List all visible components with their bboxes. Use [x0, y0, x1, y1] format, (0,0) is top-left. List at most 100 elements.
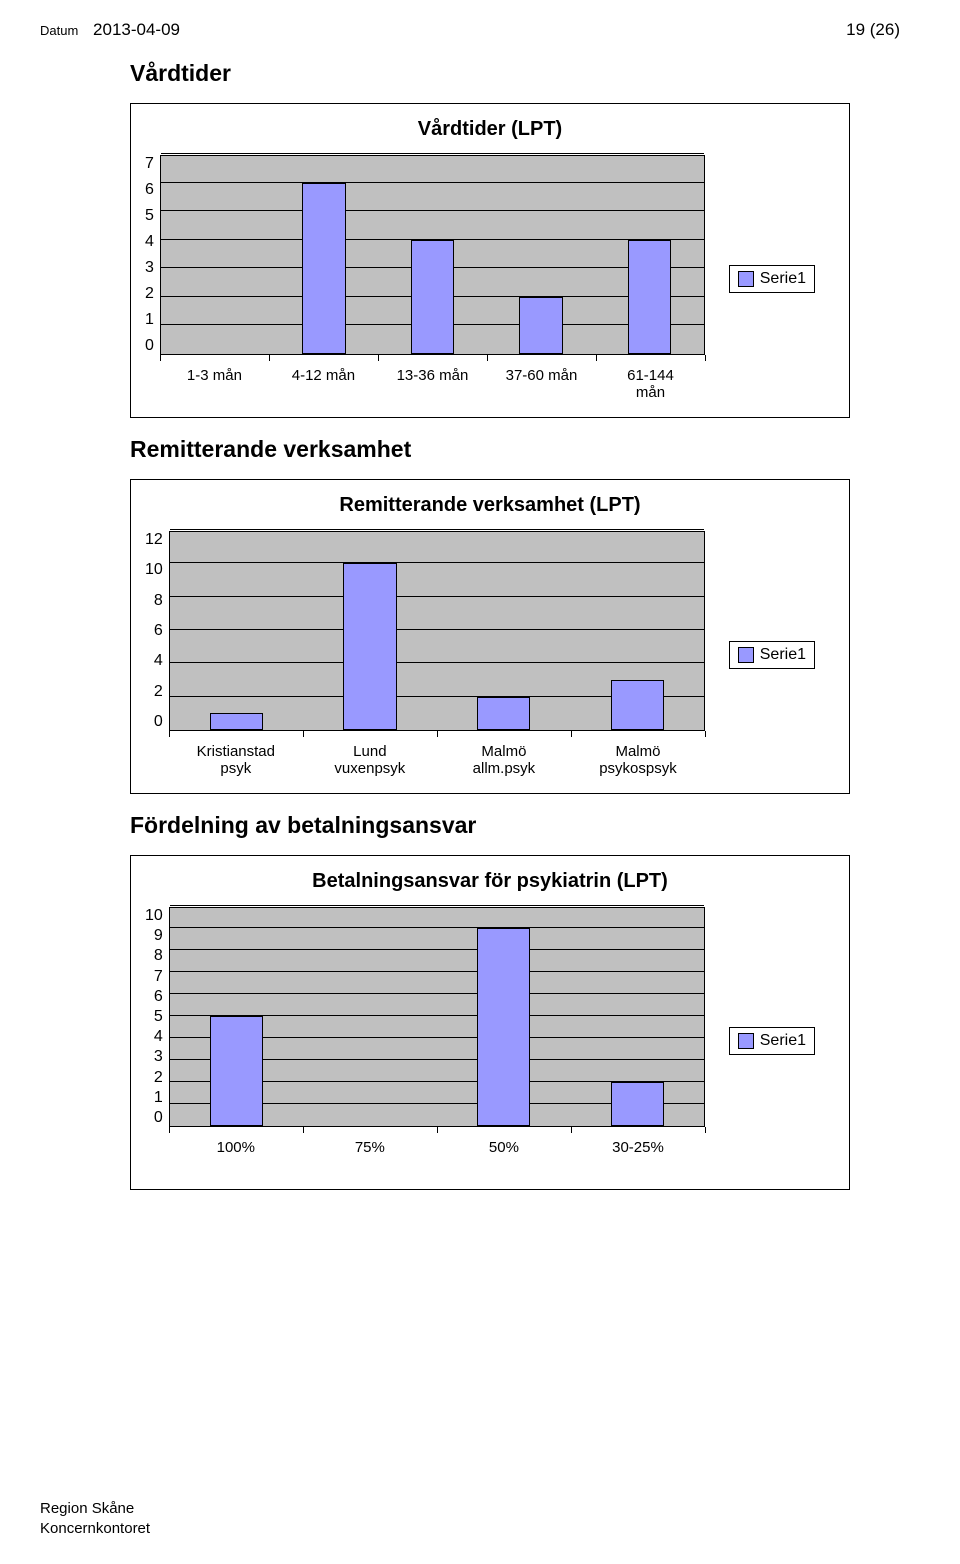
- x-ticks: [169, 1127, 705, 1135]
- x-tick: [378, 355, 379, 361]
- plot-area: [169, 531, 705, 731]
- y-tick-label: 4: [145, 652, 163, 670]
- grid-line: [170, 562, 704, 563]
- x-label: Malmö allm.psyk: [473, 743, 536, 778]
- y-tick-label: 10: [145, 561, 163, 579]
- y-tick-label: 3: [145, 259, 154, 277]
- y-tick-label: 0: [145, 713, 163, 731]
- x-label: Kristianstad psyk: [197, 743, 275, 778]
- y-tick-label: 8: [145, 947, 163, 965]
- legend-label: Serie1: [760, 1032, 806, 1050]
- y-axis: 121086420: [145, 531, 169, 731]
- x-labels: Kristianstad psykLund vuxenpsykMalmö all…: [169, 739, 705, 779]
- x-tick: [160, 355, 161, 361]
- grid-line: [170, 662, 704, 663]
- x-label: Malmö psykospsyk: [599, 743, 677, 778]
- page-header: Datum 2013-04-09 19 (26): [40, 20, 900, 40]
- x-ticks: [169, 731, 705, 739]
- section-title-fordelning: Fördelning av betalningsansvar: [130, 812, 900, 839]
- y-tick-label: 0: [145, 337, 154, 355]
- x-ticks: [160, 355, 705, 363]
- y-tick-label: 6: [145, 181, 154, 199]
- x-label: 4-12 mån: [292, 367, 355, 384]
- grid-line: [161, 153, 704, 154]
- y-tick-label: 2: [145, 1069, 163, 1087]
- bar: [343, 563, 396, 730]
- bar: [411, 240, 454, 354]
- x-tick: [437, 1127, 438, 1133]
- y-tick-label: 1: [145, 1089, 163, 1107]
- legend-label: Serie1: [760, 646, 806, 664]
- y-tick-label: 8: [145, 592, 163, 610]
- bar: [210, 713, 263, 730]
- y-tick-label: 2: [145, 285, 154, 303]
- y-tick-label: 1: [145, 311, 154, 329]
- footer-line-1: Region Skåne: [40, 1499, 150, 1519]
- y-tick-label: 12: [145, 531, 163, 549]
- legend: Serie1: [729, 265, 815, 293]
- plot-area: [169, 907, 705, 1127]
- x-label: 100%: [217, 1139, 255, 1156]
- grid-line: [170, 905, 704, 906]
- y-tick-label: 3: [145, 1048, 163, 1066]
- x-label: 13-36 mån: [397, 367, 469, 384]
- x-tick: [269, 355, 270, 361]
- grid-line: [161, 182, 704, 183]
- x-tick: [437, 731, 438, 737]
- footer: Region Skåne Koncernkontoret: [40, 1499, 150, 1538]
- bar: [611, 680, 664, 730]
- page-number: 19 (26): [846, 20, 900, 40]
- y-tick-label: 5: [145, 1008, 163, 1026]
- y-tick-label: 7: [145, 968, 163, 986]
- datum: Datum 2013-04-09: [40, 20, 180, 40]
- footer-line-2: Koncernkontoret: [40, 1519, 150, 1539]
- x-label: 30-25%: [612, 1139, 664, 1156]
- grid-line: [170, 629, 704, 630]
- x-label: 37-60 mån: [506, 367, 578, 384]
- chart-remitterande: Remitterande verksamhet (LPT) 121086420 …: [130, 479, 850, 794]
- legend: Serie1: [729, 1027, 815, 1055]
- x-label: 1-3 mån: [187, 367, 242, 384]
- y-tick-label: 6: [145, 622, 163, 640]
- legend-label: Serie1: [760, 270, 806, 288]
- grid-line: [170, 596, 704, 597]
- bar: [210, 1016, 263, 1126]
- x-tick: [705, 731, 706, 737]
- y-tick-label: 7: [145, 155, 154, 173]
- bar: [519, 297, 562, 354]
- section-title-remitterande: Remitterande verksamhet: [130, 436, 900, 463]
- y-tick-label: 0: [145, 1109, 163, 1127]
- bar: [611, 1082, 664, 1126]
- chart-title: Vårdtider (LPT): [145, 118, 835, 141]
- y-tick-label: 4: [145, 233, 154, 251]
- chart-title: Remitterande verksamhet (LPT): [145, 494, 835, 517]
- chart-betalningsansvar: Betalningsansvar för psykiatrin (LPT) 10…: [130, 855, 850, 1190]
- legend-swatch: [738, 271, 754, 287]
- bar: [628, 240, 671, 354]
- grid-line: [161, 210, 704, 211]
- datum-value: 2013-04-09: [93, 20, 180, 39]
- x-tick: [169, 731, 170, 737]
- x-labels: 100%75%50%30-25%: [169, 1135, 705, 1175]
- grid-line: [170, 927, 704, 928]
- chart-title: Betalningsansvar för psykiatrin (LPT): [145, 870, 835, 893]
- grid-line: [170, 993, 704, 994]
- legend: Serie1: [729, 641, 815, 669]
- section-title-vardtider: Vårdtider: [130, 60, 900, 87]
- chart-vardtider: Vårdtider (LPT) 7 6 5 4 3 2 1 0 1-3 mån 4-12 mån…: [130, 103, 850, 418]
- x-tick: [596, 355, 597, 361]
- y-tick-label: 5: [145, 207, 154, 225]
- x-tick: [303, 731, 304, 737]
- x-label: 61-144 mån: [623, 367, 678, 402]
- legend-swatch: [738, 1033, 754, 1049]
- y-tick-label: 6: [145, 988, 163, 1006]
- y-axis: 7 6 5 4 3 2 1 0: [145, 155, 160, 355]
- datum-label: Datum: [40, 23, 78, 38]
- bar: [302, 183, 345, 354]
- plot-area: [160, 155, 705, 355]
- x-tick: [705, 355, 706, 361]
- x-tick: [303, 1127, 304, 1133]
- bar: [477, 697, 530, 730]
- y-tick-label: 9: [145, 927, 163, 945]
- x-tick: [571, 731, 572, 737]
